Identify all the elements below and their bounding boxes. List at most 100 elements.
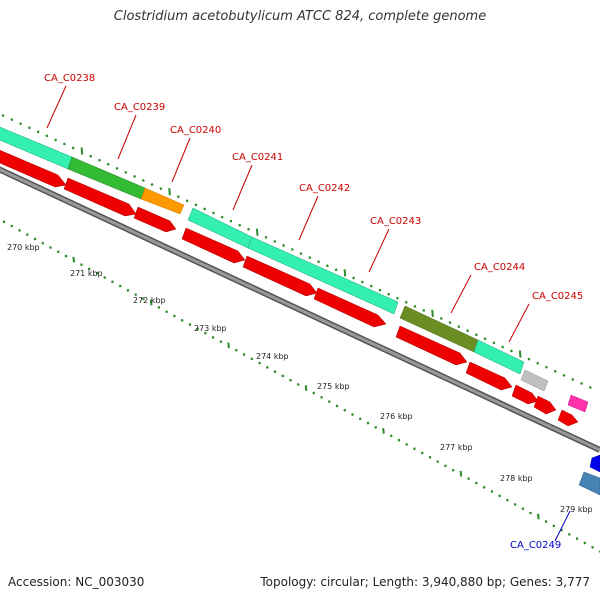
minor-tick	[63, 142, 66, 146]
minor-tick	[405, 443, 409, 446]
minor-tick	[317, 260, 320, 264]
gene-leader-line	[554, 510, 571, 542]
minor-tick	[567, 532, 571, 536]
gene-label[interactable]: CA_C0239	[114, 102, 165, 113]
major-tick	[80, 147, 84, 155]
minor-tick	[397, 438, 401, 442]
minor-tick	[444, 464, 447, 468]
minor-tick	[389, 434, 393, 438]
gene-label[interactable]: CA_C0238	[44, 73, 95, 84]
gene-label[interactable]: CA_C0249	[510, 540, 561, 551]
cds-arrow	[133, 206, 177, 233]
minor-tick	[56, 250, 60, 254]
minor-tick	[150, 183, 154, 186]
minor-tick	[439, 317, 443, 320]
gene-leader-line	[117, 114, 137, 160]
cds-arrow	[465, 361, 513, 391]
minor-tick	[351, 413, 354, 416]
minor-tick	[467, 477, 471, 481]
minor-tick	[273, 239, 277, 243]
cog-bar-aqua	[473, 339, 525, 375]
minor-tick	[106, 162, 110, 166]
major-tick	[149, 299, 153, 306]
gene-leader-line	[46, 85, 67, 129]
scale-label: 278 kbp	[500, 474, 533, 483]
minor-tick	[173, 314, 176, 318]
minor-tick	[157, 306, 161, 309]
minor-tick	[115, 166, 119, 170]
minor-tick	[194, 203, 198, 207]
minor-tick	[575, 537, 579, 541]
minor-tick	[18, 228, 21, 232]
minor-tick	[273, 370, 277, 374]
minor-tick	[103, 276, 107, 279]
gene-leader-line	[298, 195, 319, 241]
minor-tick	[562, 373, 566, 377]
minor-tick	[413, 447, 416, 451]
minor-tick	[466, 329, 469, 333]
tick-marks	[1, 114, 600, 553]
cds-arrow	[533, 395, 557, 415]
minor-tick	[25, 233, 29, 237]
minor-tick	[203, 207, 207, 211]
major-tick	[227, 342, 230, 349]
scale-label: 275 kbp	[317, 382, 350, 391]
major-tick	[537, 513, 540, 520]
cog-bar-pink	[567, 394, 589, 413]
major-tick	[382, 427, 385, 434]
major-tick	[431, 309, 434, 318]
gene-label[interactable]: CA_C0243	[370, 216, 421, 227]
minor-tick	[188, 323, 192, 326]
scale-label: 274 kbp	[256, 352, 289, 361]
cog-bar-grey	[520, 369, 549, 392]
gene-label[interactable]: CA_C0244	[474, 262, 525, 273]
gene-leader-line	[368, 228, 390, 273]
minor-tick	[98, 158, 101, 162]
gene-label[interactable]: CA_C0242	[299, 183, 350, 194]
minor-tick	[560, 528, 563, 532]
minor-tick	[457, 325, 461, 329]
minor-tick	[219, 340, 223, 344]
gene-leader-line	[508, 303, 530, 343]
minor-tick	[545, 365, 548, 369]
genome-summary-label: Topology: circular; Length: 3,940,880 bp…	[260, 575, 590, 589]
minor-tick	[583, 541, 587, 545]
minor-tick	[588, 386, 592, 389]
minor-tick	[404, 300, 408, 304]
minor-tick	[87, 267, 91, 271]
minor-tick	[27, 126, 31, 130]
minor-tick	[111, 280, 114, 284]
minor-tick	[492, 341, 496, 345]
cog-bar-blue	[589, 454, 600, 473]
cds-arrow	[395, 325, 468, 366]
cds-arrow	[313, 287, 387, 328]
minor-tick	[422, 308, 426, 312]
minor-tick	[36, 130, 40, 134]
minor-tick	[387, 292, 391, 296]
major-tick	[304, 385, 308, 391]
minor-tick	[176, 195, 180, 199]
cds-track	[0, 149, 579, 427]
minor-tick	[264, 235, 268, 239]
minor-tick	[49, 246, 52, 249]
minor-tick	[2, 220, 6, 224]
minor-tick	[343, 408, 347, 412]
minor-tick	[1, 114, 5, 117]
gene-label[interactable]: CA_C0240	[170, 125, 221, 136]
minor-tick	[159, 187, 163, 191]
minor-tick	[378, 288, 382, 292]
cog-bar-steel	[578, 471, 600, 496]
cds-arrow	[181, 227, 246, 264]
gene-label[interactable]: CA_C0245	[532, 291, 583, 302]
minor-tick	[553, 369, 557, 373]
minor-tick	[126, 288, 130, 292]
minor-tick	[451, 468, 455, 472]
minor-tick	[204, 331, 207, 335]
cds-arrow	[242, 255, 318, 297]
gene-label[interactable]: CA_C0241	[232, 152, 283, 163]
minor-tick	[521, 507, 525, 511]
minor-tick	[591, 545, 594, 549]
minor-tick	[325, 264, 329, 268]
minor-tick	[281, 374, 285, 378]
